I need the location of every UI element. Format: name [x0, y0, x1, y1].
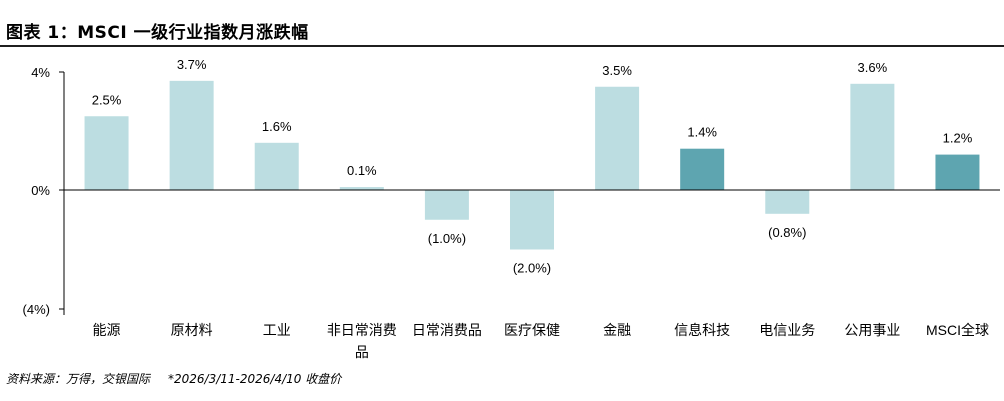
- bar: [254, 142, 299, 190]
- category-label: 医疗保健: [504, 322, 560, 338]
- bar-chart: (4%) 0% 4% 2.5% 能源 3.7% 原材料 1.6% 工业 0.1% 非日常消费品 (1.…: [23, 57, 1000, 360]
- data-label: 0.1%: [347, 163, 377, 178]
- source-note: 资料来源：万得，交银国际 *2026/3/11-2026/4/10 收盘价: [6, 370, 341, 387]
- data-label: (0.8%): [768, 225, 806, 240]
- data-label: (1.0%): [428, 231, 466, 246]
- category-label: 非日常消费品: [327, 322, 397, 360]
- labels-group: (4%) 0% 4% 2.5% 能源 3.7% 原材料 1.6% 工业 0.1% 非日常消费品 (1.…: [23, 57, 989, 360]
- chart-title: 图表 1：MSCI 一级行业指数月涨跌幅: [6, 23, 309, 43]
- category-label: MSCI全球: [926, 322, 989, 338]
- category-label: 日常消费品: [412, 322, 482, 338]
- bar: [169, 80, 214, 190]
- y-tick-label: (4%): [23, 302, 50, 317]
- data-label: 1.4%: [687, 125, 717, 140]
- bar: [510, 190, 554, 250]
- date-range-note: *2026/3/11-2026/4/10 收盘价: [168, 372, 342, 386]
- bars-group: [84, 80, 980, 250]
- category-label: 能源: [93, 322, 121, 338]
- bar: [680, 148, 725, 190]
- bar: [595, 86, 640, 190]
- data-label: 1.2%: [943, 131, 973, 146]
- data-label: 3.7%: [177, 57, 207, 72]
- data-label: (2.0%): [513, 261, 551, 276]
- category-label: 电信业务: [759, 322, 815, 338]
- data-label: 1.6%: [262, 119, 292, 134]
- bar: [850, 83, 895, 190]
- bar: [84, 116, 129, 190]
- category-label: 原材料: [171, 322, 213, 338]
- title-divider: [0, 45, 1004, 47]
- category-label: 公用事业: [844, 322, 900, 338]
- category-label: 工业: [263, 322, 291, 338]
- bar: [339, 187, 384, 190]
- category-label: 金融: [603, 322, 631, 338]
- category-label: 信息科技: [674, 322, 730, 338]
- y-tick-label: 0%: [31, 183, 50, 198]
- data-label: 3.5%: [602, 63, 632, 78]
- y-tick-label: 4%: [31, 65, 50, 80]
- axes-group: [59, 71, 1000, 315]
- source-text: 资料来源：万得，交银国际: [6, 372, 151, 386]
- bar: [935, 154, 980, 190]
- data-label: 2.5%: [92, 92, 122, 107]
- bar: [424, 190, 469, 220]
- data-label: 3.6%: [858, 60, 888, 75]
- bar: [765, 190, 810, 214]
